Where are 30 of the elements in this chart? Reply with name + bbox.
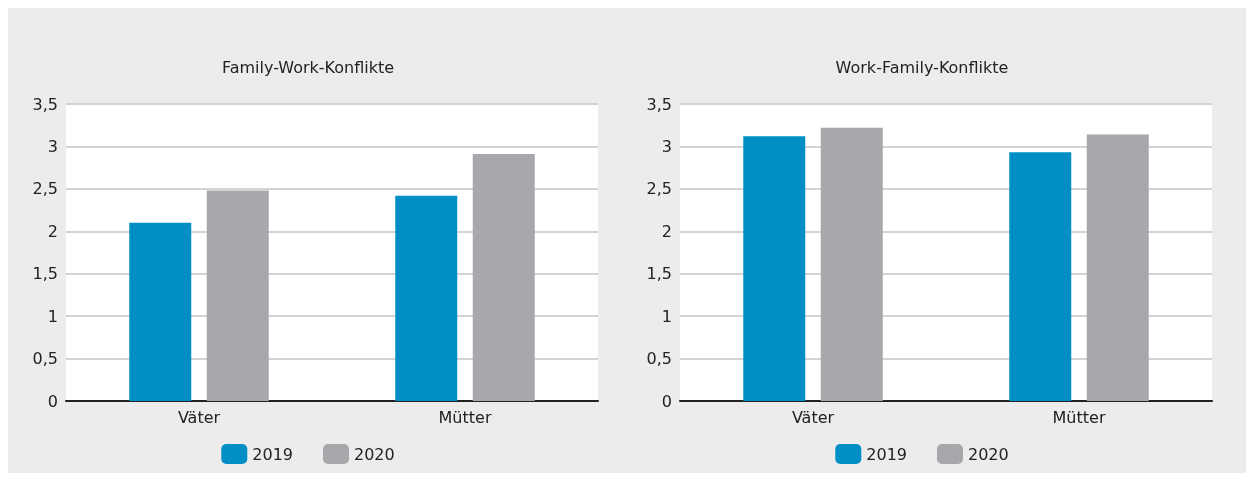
y-tick-label: 3 [47, 136, 58, 156]
x-tick-label: Väter [177, 407, 221, 427]
y-tick-label: 1,5 [646, 264, 672, 284]
y-tick-label: 0,5 [32, 349, 58, 369]
x-tick-label: Väter [791, 407, 835, 427]
x-tick-label: Mütter [438, 407, 492, 427]
bar [129, 222, 192, 401]
y-tick-label: 2 [47, 221, 58, 241]
chart-title: Family-Work-Konflikte [221, 57, 395, 77]
bar [472, 154, 535, 401]
x-tick-label: Mütter [1052, 407, 1106, 427]
y-tick-label: 1 [661, 306, 672, 326]
y-tick-label: 1,5 [32, 264, 58, 284]
legend-label: 2020 [968, 444, 1009, 464]
bar [206, 190, 269, 401]
bar [395, 195, 458, 401]
chart-title: Work-Family-Konflikte [835, 57, 1009, 77]
legend-label: 2020 [354, 444, 395, 464]
legend-label: 2019 [866, 444, 907, 464]
y-tick-label: 0 [47, 391, 58, 411]
y-tick-label: 3,5 [646, 94, 672, 114]
y-tick-label: 3,5 [32, 94, 58, 114]
legend-label: 2019 [252, 444, 293, 464]
y-tick-label: 1 [47, 306, 58, 326]
y-tick-label: 2 [661, 221, 672, 241]
y-tick-label: 0,5 [646, 349, 672, 369]
y-tick-label: 2,5 [32, 179, 58, 199]
y-tick-label: 0 [661, 391, 672, 411]
y-tick-label: 2,5 [646, 179, 672, 199]
y-tick-label: 3 [661, 136, 672, 156]
